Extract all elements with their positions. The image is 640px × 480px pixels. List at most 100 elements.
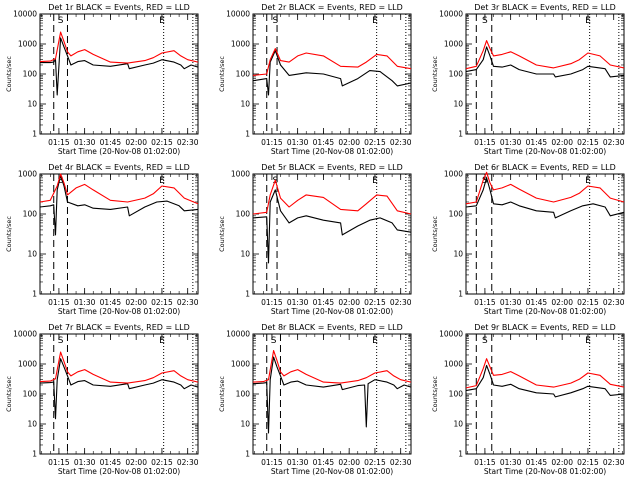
events-series-line (252, 356, 412, 434)
x-tick-label: 01:30 (500, 138, 522, 147)
end-marker: E (159, 16, 165, 26)
x-axis-label: Start Time (20-Nov-08 01:02:00) (484, 307, 606, 316)
x-axis-label: Start Time (20-Nov-08 01:02:00) (271, 307, 393, 316)
panel-title: Det 5r BLACK = Events, RED = LLD (261, 163, 403, 172)
x-tick-label: 01:30 (500, 458, 522, 467)
x-tick-label: 02:15 (151, 298, 173, 307)
x-tick-label: 02:30 (603, 298, 625, 307)
lld-series-line (252, 350, 412, 384)
y-tick-label: 1000 (231, 40, 250, 49)
start-marker: S (58, 16, 64, 26)
end-marker: E (372, 176, 378, 186)
panel-title: Det 9r BLACK = Events, RED = LLD (474, 323, 616, 332)
y-tick-label: 1 (245, 290, 250, 299)
x-tick-label: 02:00 (338, 138, 360, 147)
start-marker: S (482, 336, 488, 346)
x-axis-label: Start Time (20-Nov-08 01:02:00) (58, 467, 180, 476)
x-axis-label: Start Time (20-Nov-08 01:02:00) (484, 147, 606, 156)
start-marker: S (272, 16, 278, 26)
y-tick-label: 1000 (18, 40, 37, 49)
x-tick-label: 01:15 (261, 298, 283, 307)
x-tick-label: 02:30 (603, 138, 625, 147)
panel-title: Det 4r BLACK = Events, RED = LLD (48, 163, 190, 172)
x-tick-label: 01:15 (48, 298, 70, 307)
y-tick-label: 1 (32, 290, 37, 299)
y-tick-label: 10 (240, 250, 250, 259)
x-tick-label: 02:15 (577, 458, 599, 467)
panel-title: Det 1r BLACK = Events, RED = LLD (48, 3, 190, 12)
x-tick-label: 01:45 (526, 138, 548, 147)
x-tick-label: 01:15 (48, 138, 70, 147)
x-tick-label: 02:00 (338, 458, 360, 467)
x-tick-label: 02:15 (577, 298, 599, 307)
x-tick-label: 02:15 (151, 138, 173, 147)
lld-series-line (465, 40, 625, 70)
x-tick-label: 01:45 (100, 138, 122, 147)
y-tick-label: 10 (27, 100, 37, 109)
x-axis-label: Start Time (20-Nov-08 01:02:00) (271, 147, 393, 156)
det-panel: Det 2r BLACK = Events, RED = LLD 1 10 100 10… (218, 3, 412, 156)
end-marker: E (585, 336, 591, 346)
y-tick-label: 1 (458, 130, 463, 139)
y-tick-label: 10000 (439, 330, 463, 339)
start-marker: S (58, 176, 64, 186)
end-marker: E (585, 16, 591, 26)
y-tick-label: 100 (23, 210, 38, 219)
y-tick-label: 1 (458, 290, 463, 299)
det-panel: Det 9r BLACK = Events, RED = LLD 1 10 100 10… (431, 323, 625, 476)
plot-frame (465, 333, 625, 455)
x-tick-label: 01:15 (261, 138, 283, 147)
y-tick-label: 1000 (444, 40, 463, 49)
y-tick-label: 1000 (18, 360, 37, 369)
x-tick-label: 02:30 (390, 458, 412, 467)
y-tick-label: 1000 (444, 360, 463, 369)
x-tick-label: 02:00 (125, 298, 147, 307)
x-tick-label: 01:15 (474, 458, 496, 467)
x-axis-label: Start Time (20-Nov-08 01:02:00) (58, 307, 180, 316)
y-tick-label: 10 (453, 250, 463, 259)
y-tick-label: 1 (458, 450, 463, 459)
y-tick-label: 1 (32, 130, 37, 139)
x-tick-label: 02:15 (364, 298, 386, 307)
x-tick-label: 01:30 (74, 458, 96, 467)
events-series-line (465, 177, 625, 219)
plot-frame (465, 173, 625, 295)
start-marker: S (271, 336, 277, 346)
det-panel: Det 8r BLACK = Events, RED = LLD 1 10 100 10… (218, 323, 412, 476)
x-tick-label: 01:30 (287, 298, 309, 307)
x-tick-label: 01:30 (287, 458, 309, 467)
y-tick-label: 10000 (226, 10, 250, 19)
det-panel: Det 6r BLACK = Events, RED = LLD 1 10 100 10… (431, 163, 625, 316)
events-series-line (39, 358, 199, 420)
x-tick-label: 02:30 (390, 138, 412, 147)
y-tick-label: 100 (449, 390, 464, 399)
x-tick-label: 01:45 (313, 458, 335, 467)
x-tick-label: 01:30 (500, 298, 522, 307)
start-marker: S (482, 16, 488, 26)
x-tick-label: 02:00 (551, 458, 573, 467)
det-panel: Det 4r BLACK = Events, RED = LLD 1 10 100 10… (5, 163, 199, 316)
y-tick-label: 100 (23, 70, 38, 79)
y-tick-label: 100 (449, 70, 464, 79)
x-tick-label: 02:30 (177, 138, 199, 147)
plot-frame (39, 333, 199, 455)
y-axis-label: Counts/sec (5, 56, 13, 92)
x-tick-label: 02:00 (338, 298, 360, 307)
y-axis-label: Counts/sec (218, 216, 226, 252)
det-panel: Det 7r BLACK = Events, RED = LLD 1 10 100 10… (5, 323, 199, 476)
x-tick-label: 01:45 (100, 458, 122, 467)
lld-series-line (39, 173, 199, 205)
events-series-line (465, 46, 625, 78)
start-marker: S (482, 176, 488, 186)
panel-title: Det 8r BLACK = Events, RED = LLD (261, 323, 403, 332)
panel-title: Det 6r BLACK = Events, RED = LLD (474, 163, 616, 172)
x-axis-label: Start Time (20-Nov-08 01:02:00) (58, 147, 180, 156)
y-tick-label: 10 (240, 100, 250, 109)
start-marker: S (58, 336, 64, 346)
y-tick-label: 100 (23, 390, 38, 399)
x-tick-label: 01:30 (74, 298, 96, 307)
y-tick-label: 10 (453, 100, 463, 109)
y-axis-label: Counts/sec (431, 216, 439, 252)
end-marker: E (585, 176, 591, 186)
